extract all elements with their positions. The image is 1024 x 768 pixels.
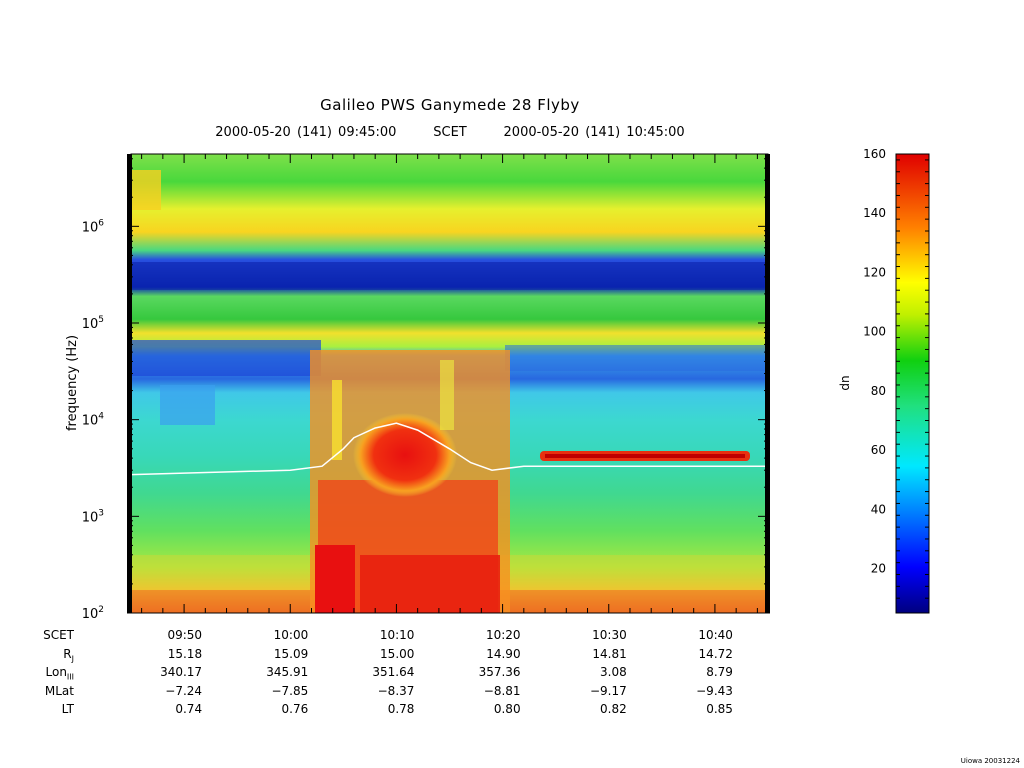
- ephemeris-label-subscript: III: [66, 672, 74, 682]
- ephemeris-value: 0.82: [600, 702, 627, 716]
- ephemeris-value: 351.64: [372, 665, 415, 679]
- y-tick-label: 102: [82, 605, 104, 622]
- subtitle-scet-label: SCET: [433, 125, 467, 140]
- ephemeris-value: 09:50: [167, 628, 203, 642]
- ephemeris-value: −9.43: [696, 683, 733, 698]
- ephemeris-value: 0.76: [281, 702, 309, 716]
- y-tick-label-exponent: 5: [98, 315, 104, 325]
- y-tick-label-base: 10: [82, 607, 99, 622]
- ephemeris-value: 10:10: [379, 628, 415, 642]
- ephemeris-label-subscript: J: [71, 653, 74, 663]
- plot-left-edge: [127, 154, 132, 613]
- ephemeris-value: 3.08: [600, 665, 627, 679]
- colorbar-tick-label: 40: [871, 502, 886, 516]
- ephemeris-value: 14.90: [486, 646, 521, 661]
- ephemeris-row-label: RJ: [63, 647, 74, 663]
- ephemeris-value: 0.74: [175, 702, 203, 716]
- ephemeris-value: −8.81: [483, 683, 521, 698]
- ephemeris-label-text: SCET: [43, 628, 74, 642]
- ephemeris-label-text: R: [63, 646, 72, 661]
- y-axis-label: frequency (Hz): [65, 335, 80, 431]
- colorbar-tick-label: 60: [871, 443, 886, 457]
- ephemeris-value: 0.78: [387, 702, 415, 716]
- ephemeris-value: 340.17: [160, 665, 203, 679]
- ephemeris-row-label: LonIII: [46, 665, 75, 681]
- colorbar-ticks: 20 40 60 80 100 120 140 160: [863, 147, 929, 599]
- y-tick-label-base: 10: [82, 317, 99, 332]
- ephemeris-value: 10:20: [485, 628, 521, 642]
- ephemeris-value: 15.00: [380, 646, 415, 661]
- colorbar-tick-label: 140: [863, 206, 886, 220]
- ephemeris-label-text: LT: [61, 702, 74, 716]
- ephemeris-row-label: SCET: [43, 628, 74, 642]
- ephemeris-value: 0.80: [493, 702, 521, 716]
- y-tick-label-exponent: 4: [98, 412, 104, 422]
- ephemeris-value: 8.79: [706, 665, 733, 679]
- y-tick-label: 104: [82, 412, 105, 429]
- credit-stamp: Uiowa 20031224: [960, 757, 1020, 765]
- y-tick-label: 106: [82, 218, 105, 235]
- ephemeris-value: −7.24: [165, 683, 203, 698]
- plot-right-edge: [765, 154, 770, 613]
- chart-title: Galileo PWS Ganymede 28 Flyby: [320, 96, 580, 114]
- y-tick-label-base: 10: [82, 220, 99, 235]
- ephemeris-value: 15.18: [167, 646, 203, 661]
- ephemeris-value: 0.85: [706, 702, 733, 716]
- ephemeris-value: 15.09: [273, 646, 309, 661]
- ephemeris-value: −8.37: [377, 683, 415, 698]
- colorbar: [895, 153, 930, 614]
- ephemeris-row-label: MLat: [45, 684, 74, 698]
- ephemeris-value: 14.81: [592, 646, 627, 661]
- ephemeris-row-label: LT: [62, 702, 74, 716]
- y-tick-label-exponent: 2: [98, 605, 104, 615]
- subtitle-start-time: 2000-05-20 (141) 09:45:00: [215, 125, 397, 140]
- ephemeris-value: 14.72: [698, 646, 733, 661]
- colorbar-label: dn: [838, 375, 852, 390]
- x-axis-ticks: [141, 154, 758, 613]
- ephemeris-value: 10:30: [592, 628, 627, 642]
- ephemeris-value: 345.91: [266, 665, 309, 679]
- colorbar-tick-label: 20: [871, 562, 886, 576]
- ephemeris-value: 10:40: [698, 628, 733, 642]
- subtitle-end-time: 2000-05-20 (141) 10:45:00: [503, 125, 685, 140]
- ephemeris-label-text: MLat: [44, 683, 74, 698]
- y-tick-label-exponent: 6: [98, 218, 104, 228]
- ephemeris-value: −7.85: [271, 683, 309, 698]
- chart-subtitle: 2000-05-20 (141) 09:45:00 SCET 2000-05-2…: [0, 125, 900, 140]
- y-tick-label-base: 10: [82, 510, 99, 525]
- y-tick-label-base: 10: [82, 414, 99, 429]
- y-tick-label-exponent: 3: [98, 508, 104, 518]
- ephemeris-value: 10:00: [273, 628, 309, 642]
- colorbar-tick-label: 160: [863, 147, 886, 161]
- colorbar-tick-label: 80: [871, 384, 886, 398]
- ephemeris-value: 357.36: [478, 665, 521, 679]
- spectrogram-image: [131, 154, 768, 613]
- colorbar-tick-label: 120: [863, 265, 886, 279]
- ephemeris-value: −9.17: [589, 683, 627, 698]
- y-tick-label: 103: [82, 508, 104, 525]
- overlay-frequency-line: [131, 422, 768, 476]
- colorbar-tick-label: 100: [863, 325, 886, 339]
- y-tick-label: 105: [82, 315, 104, 332]
- ephemeris-label-text: Lon: [45, 665, 67, 679]
